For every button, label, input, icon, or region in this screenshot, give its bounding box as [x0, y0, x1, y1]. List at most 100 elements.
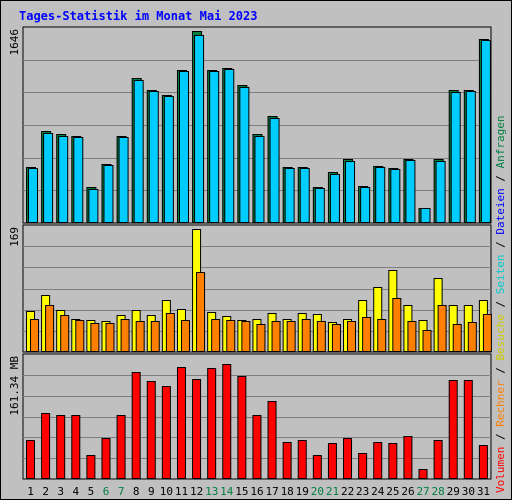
files-bar	[420, 208, 431, 223]
files-bar	[73, 137, 84, 223]
volume-bar	[463, 380, 473, 479]
day-label: 15	[235, 485, 248, 498]
day-label: 4	[73, 485, 80, 498]
day-label: 21	[326, 485, 339, 498]
files-bar	[103, 165, 114, 223]
day-label: 9	[148, 485, 155, 498]
volume-bar	[101, 438, 111, 479]
hits-max-label: 1646	[8, 29, 21, 56]
files-bar	[224, 69, 235, 223]
sites-bar	[211, 319, 221, 352]
day-label: 29	[447, 485, 460, 498]
sites-bar	[422, 330, 432, 352]
sites-bar	[120, 319, 130, 352]
legend-entry: /	[494, 427, 507, 447]
sites-bar	[45, 305, 55, 352]
sites-bar	[347, 321, 357, 352]
day-label: 31	[477, 485, 490, 498]
day-label: 12	[190, 485, 203, 498]
sites-bar	[331, 324, 341, 352]
files-bar	[284, 168, 295, 223]
visits-max-label: 169	[8, 227, 21, 247]
volume-bar	[267, 401, 277, 479]
volume-bar	[116, 415, 126, 479]
files-bar	[28, 168, 38, 223]
legend-entry: /	[494, 294, 507, 314]
files-bar	[450, 92, 461, 223]
volume-bar	[358, 453, 368, 479]
volume-bar	[56, 415, 66, 479]
legend-entry: /	[494, 361, 507, 381]
files-bar	[254, 136, 265, 223]
sites-bar	[60, 315, 70, 352]
volume-bar	[312, 455, 322, 479]
sites-bar	[467, 322, 477, 352]
volume-bar	[207, 368, 217, 479]
files-bar	[43, 133, 54, 223]
volume-bar	[388, 443, 398, 479]
volume-bar	[297, 440, 307, 479]
volume-bar	[41, 413, 51, 479]
day-label: 1	[27, 485, 34, 498]
volume-bar	[252, 415, 262, 479]
files-bar	[360, 187, 371, 223]
files-bar	[118, 137, 129, 223]
files-bar	[345, 161, 356, 223]
volume-bar	[192, 379, 202, 479]
day-label: 8	[133, 485, 140, 498]
legend-entry: Besuche	[494, 314, 507, 360]
sites-bar	[452, 324, 462, 352]
volume-bar	[161, 386, 171, 479]
volume-bar	[343, 438, 353, 479]
sites-bar	[90, 323, 100, 352]
files-bar	[465, 91, 476, 223]
chart-title: Tages-Statistik im Monat Mai 2023	[19, 9, 258, 23]
legend-entry: Dateien	[494, 188, 507, 234]
sites-bar	[165, 313, 175, 352]
sites-bar	[30, 319, 39, 352]
sites-bar	[271, 321, 281, 352]
volume-bar	[146, 381, 156, 479]
volume-bar	[176, 367, 186, 479]
sites-bar	[180, 320, 190, 352]
volume-bar	[373, 442, 383, 479]
legend-entry: Anfragen	[494, 115, 507, 168]
sites-bar	[196, 272, 206, 352]
sites-bar	[286, 321, 296, 352]
day-label: 28	[432, 485, 445, 498]
files-bar	[435, 161, 446, 223]
sites-bar	[362, 317, 372, 352]
sites-bar	[301, 319, 311, 352]
day-label: 10	[160, 485, 173, 498]
day-label: 24	[371, 485, 385, 498]
files-bar	[239, 87, 250, 223]
day-label: 6	[103, 485, 110, 498]
sites-bar	[256, 324, 266, 352]
sites-bar	[377, 319, 387, 352]
sites-bar	[135, 321, 145, 352]
volume-max-label: 161.34 MB	[8, 356, 21, 416]
volume-bar	[433, 440, 443, 479]
files-bar	[390, 169, 401, 223]
volume-bar	[327, 443, 337, 479]
day-label: 13	[205, 485, 218, 498]
legend-entry: Volumen	[494, 447, 507, 493]
files-bar	[480, 40, 491, 223]
legend-entry: Rechner	[494, 380, 507, 427]
files-bar	[88, 189, 99, 223]
files-bar	[209, 71, 220, 223]
volume-bar	[282, 442, 292, 479]
volume-bar	[26, 440, 35, 479]
day-label: 22	[341, 485, 354, 498]
series-legend: Volumen / Rechner / Besuche / Seiten / D…	[494, 115, 507, 493]
files-bar	[405, 160, 416, 223]
files-bar	[133, 80, 144, 223]
day-label: 18	[281, 485, 294, 498]
sites-bar	[482, 314, 492, 352]
volume-bar	[478, 445, 488, 479]
files-bar	[269, 118, 280, 223]
files-bar	[148, 91, 159, 223]
day-label: 20	[311, 485, 324, 498]
day-label: 7	[118, 485, 125, 498]
